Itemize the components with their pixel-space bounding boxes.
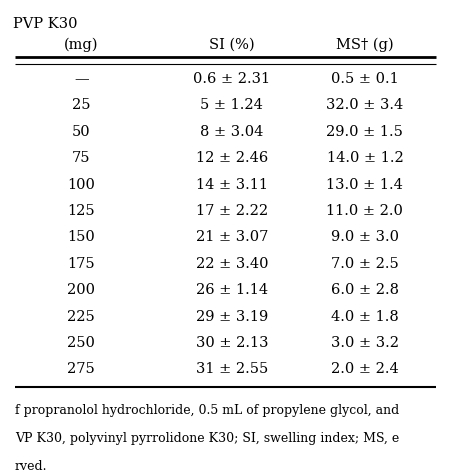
Text: —: —: [74, 72, 89, 86]
Text: 22 ± 3.40: 22 ± 3.40: [196, 257, 268, 271]
Text: 9.0 ± 3.0: 9.0 ± 3.0: [331, 230, 399, 245]
Text: f propranolol hydrochloride, 0.5 mL of propylene glycol, and: f propranolol hydrochloride, 0.5 mL of p…: [15, 404, 399, 417]
Text: 30 ± 2.13: 30 ± 2.13: [196, 336, 268, 350]
Text: 200: 200: [67, 283, 95, 297]
Text: 21 ± 3.07: 21 ± 3.07: [196, 230, 268, 245]
Text: 3.0 ± 3.2: 3.0 ± 3.2: [331, 336, 399, 350]
Text: 2.0 ± 2.4: 2.0 ± 2.4: [331, 363, 399, 376]
Text: 31 ± 2.55: 31 ± 2.55: [196, 363, 268, 376]
Text: 175: 175: [67, 257, 95, 271]
Text: 29.0 ± 1.5: 29.0 ± 1.5: [327, 125, 403, 139]
Text: 25: 25: [72, 99, 91, 112]
Text: 17 ± 2.22: 17 ± 2.22: [196, 204, 268, 218]
Text: 125: 125: [67, 204, 95, 218]
Text: VP K30, polyvinyl pyrrolidone K30; SI, swelling index; MS, e: VP K30, polyvinyl pyrrolidone K30; SI, s…: [15, 432, 399, 445]
Text: 75: 75: [72, 151, 91, 165]
Text: 100: 100: [67, 178, 95, 191]
Text: 4.0 ± 1.8: 4.0 ± 1.8: [331, 310, 399, 324]
Text: 14.0 ± 1.2: 14.0 ± 1.2: [327, 151, 403, 165]
Text: 0.5 ± 0.1: 0.5 ± 0.1: [331, 72, 399, 86]
Text: 8 ± 3.04: 8 ± 3.04: [200, 125, 264, 139]
Text: 225: 225: [67, 310, 95, 324]
Text: rved.: rved.: [15, 460, 47, 474]
Text: 150: 150: [67, 230, 95, 245]
Text: PVP K30: PVP K30: [13, 18, 78, 31]
Text: 250: 250: [67, 336, 95, 350]
Text: 0.6 ± 2.31: 0.6 ± 2.31: [193, 72, 271, 86]
Text: 5 ± 1.24: 5 ± 1.24: [201, 99, 264, 112]
Text: 50: 50: [72, 125, 91, 139]
Text: MS† (g): MS† (g): [336, 38, 394, 52]
Text: 275: 275: [67, 363, 95, 376]
Text: SI (%): SI (%): [209, 38, 255, 52]
Text: 12 ± 2.46: 12 ± 2.46: [196, 151, 268, 165]
Text: 7.0 ± 2.5: 7.0 ± 2.5: [331, 257, 399, 271]
Text: 29 ± 3.19: 29 ± 3.19: [196, 310, 268, 324]
Text: 11.0 ± 2.0: 11.0 ± 2.0: [327, 204, 403, 218]
Text: 26 ± 1.14: 26 ± 1.14: [196, 283, 268, 297]
Text: 13.0 ± 1.4: 13.0 ± 1.4: [327, 178, 403, 191]
Text: (mg): (mg): [64, 38, 99, 52]
Text: 14 ± 3.11: 14 ± 3.11: [196, 178, 268, 191]
Text: 6.0 ± 2.8: 6.0 ± 2.8: [331, 283, 399, 297]
Text: 32.0 ± 3.4: 32.0 ± 3.4: [326, 99, 403, 112]
